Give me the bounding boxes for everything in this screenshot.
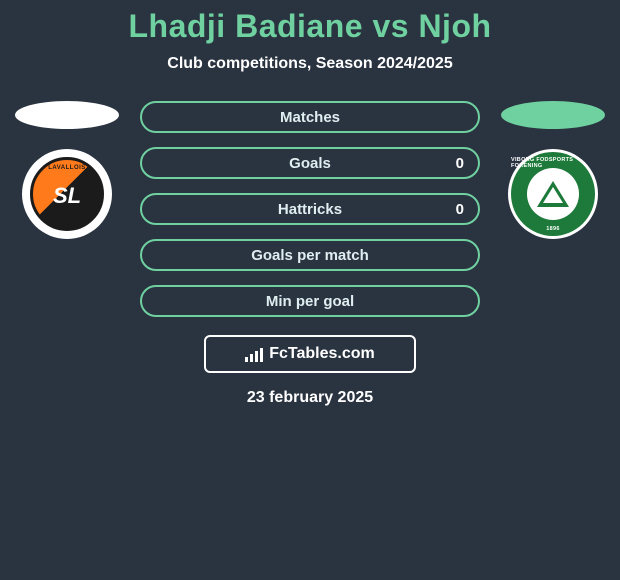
left-ellipse [15,101,119,129]
stat-rows: Matches Goals 0 Hattricks 0 Goals per ma… [140,101,480,317]
stat-row-hattricks: Hattricks 0 [140,193,480,225]
right-club-badge: VIBORG FODSPORTS FORENING 1896 [508,149,598,239]
date-label: 23 february 2025 [0,389,620,407]
right-badge-top-text: VIBORG FODSPORTS FORENING [511,157,595,169]
right-badge-ring: VIBORG FODSPORTS FORENING 1896 [511,152,595,236]
right-badge-triangle-icon [537,181,569,207]
right-badge-inner [527,168,579,220]
stat-right-value: 0 [456,201,464,218]
left-badge-top-text: LAVALLOIS [48,165,86,171]
left-badge-inner: LAVALLOIS SL [30,157,104,231]
stat-right-value: 0 [456,155,464,172]
left-club-badge: LAVALLOIS SL [22,149,112,239]
stat-label: Matches [280,109,340,126]
stat-label: Min per goal [266,293,354,310]
stat-label: Goals [289,155,331,172]
stat-row-goals: Goals 0 [140,147,480,179]
stat-row-goals-per-match: Goals per match [140,239,480,271]
page-title: Lhadji Badiane vs Njoh [0,8,620,45]
stat-label: Hattricks [278,201,342,218]
stat-row-matches: Matches [140,101,480,133]
subtitle: Club competitions, Season 2024/2025 [0,55,620,73]
left-badge-logo-text: SL [53,185,81,207]
stat-row-min-per-goal: Min per goal [140,285,480,317]
right-side: VIBORG FODSPORTS FORENING 1896 [498,101,608,239]
bars-icon [245,346,263,362]
right-badge-bottom-text: 1896 [546,226,559,232]
comparison-main: LAVALLOIS SL Matches Goals 0 Hattricks 0… [0,101,620,317]
right-ellipse [501,101,605,129]
watermark: FcTables.com [204,335,416,373]
watermark-text: FcTables.com [269,345,375,363]
stat-label: Goals per match [251,247,369,264]
left-side: LAVALLOIS SL [12,101,122,239]
